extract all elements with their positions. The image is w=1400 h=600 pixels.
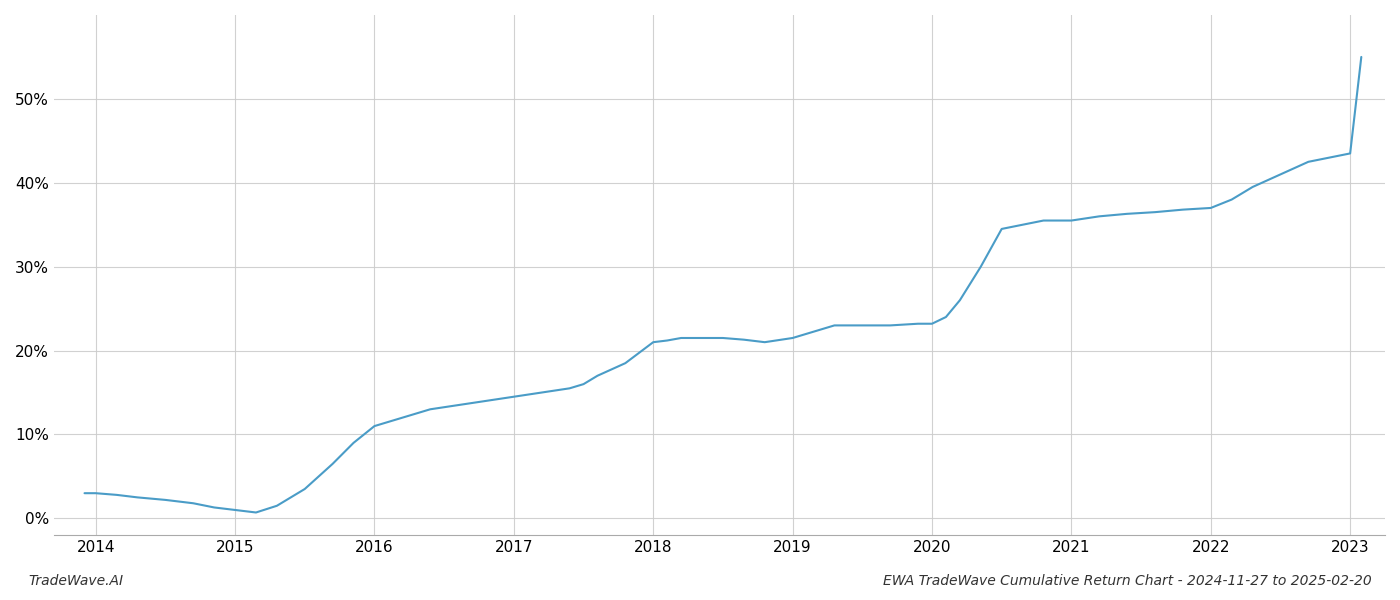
Text: TradeWave.AI: TradeWave.AI — [28, 574, 123, 588]
Text: EWA TradeWave Cumulative Return Chart - 2024-11-27 to 2025-02-20: EWA TradeWave Cumulative Return Chart - … — [883, 574, 1372, 588]
